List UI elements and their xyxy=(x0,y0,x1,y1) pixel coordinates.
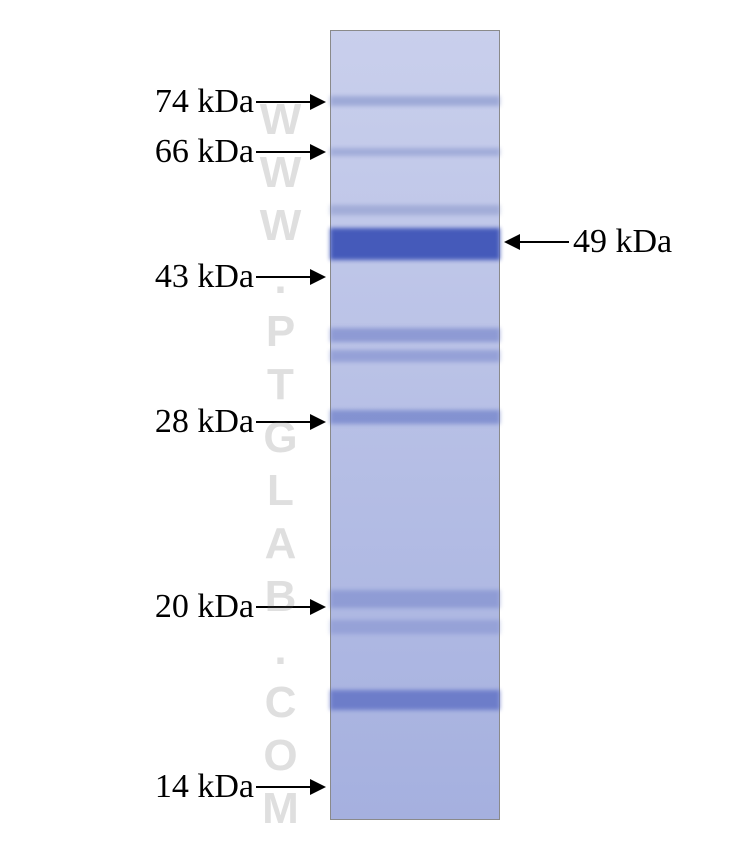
marker-label-text: 14 kDa xyxy=(155,768,254,806)
gel-band xyxy=(330,228,500,260)
gel-band xyxy=(330,410,500,424)
gel-band xyxy=(330,690,500,710)
target-label-text: 49 kDa xyxy=(573,223,672,261)
watermark-text: WWW.PTGLAB.COM xyxy=(255,95,305,837)
gel-band xyxy=(330,205,500,215)
gel-band xyxy=(330,350,500,362)
marker-label-text: 74 kDa xyxy=(155,83,254,121)
gel-band xyxy=(330,148,500,156)
gel-band xyxy=(330,96,500,106)
target-band-label: 49 kDa xyxy=(504,223,672,261)
marker-label-text: 28 kDa xyxy=(155,403,254,441)
arrow-left-icon xyxy=(504,233,569,251)
gel-image-container: 74 kDa 66 kDa 43 kDa 28 kDa 20 kDa 14 kD… xyxy=(0,0,740,845)
gel-band xyxy=(330,590,500,608)
gel-band xyxy=(330,328,500,342)
marker-label-text: 20 kDa xyxy=(155,588,254,626)
gel-band xyxy=(330,620,500,634)
marker-label-text: 66 kDa xyxy=(155,133,254,171)
marker-label-text: 43 kDa xyxy=(155,258,254,296)
